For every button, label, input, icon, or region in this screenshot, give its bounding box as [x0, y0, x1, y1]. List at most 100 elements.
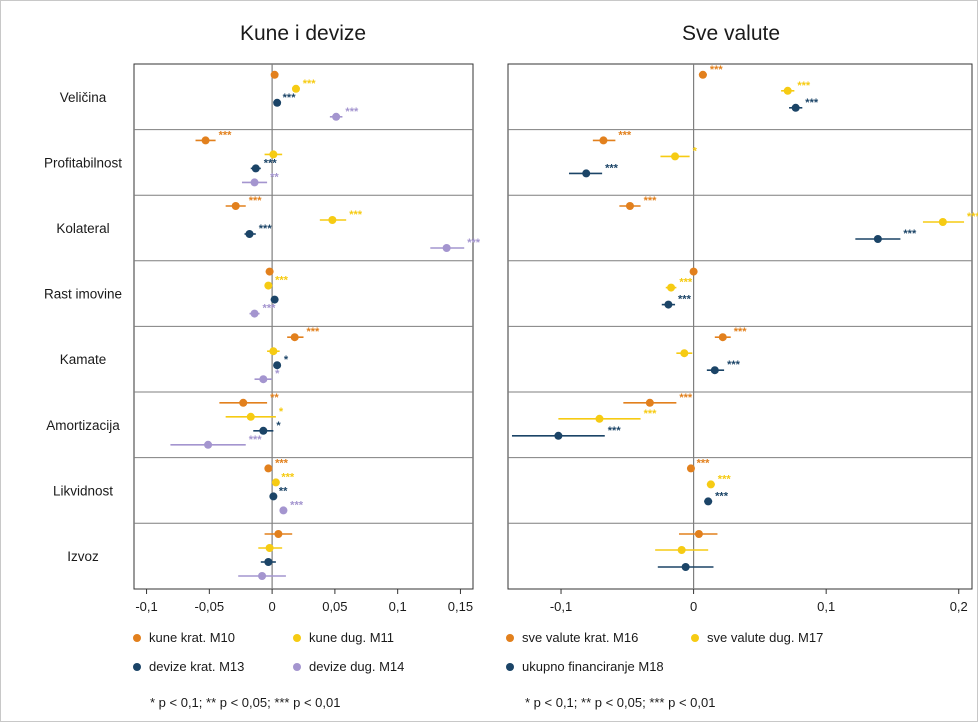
- category-label: Kolateral: [56, 221, 109, 236]
- significance-stars: **: [270, 171, 279, 183]
- legend-label: devize dug. M14: [309, 659, 404, 674]
- x-tick-label: -0,1: [135, 599, 157, 614]
- significance-note: * p < 0,1; ** p < 0,05; *** p < 0,01: [150, 695, 340, 710]
- significance-stars: ***: [618, 129, 632, 141]
- data-point: [264, 281, 273, 290]
- data-point: [595, 414, 604, 423]
- data-point: [706, 480, 715, 489]
- data-point: [718, 333, 727, 342]
- data-point: [664, 300, 673, 309]
- data-point: [245, 230, 254, 238]
- legend-label: sve valute krat. M16: [522, 630, 638, 645]
- x-tick-label: 0: [268, 599, 275, 614]
- legend-label: ukupno financiranje M18: [522, 659, 664, 674]
- significance-stars: ***: [679, 277, 693, 289]
- significance-stars: ***: [734, 326, 748, 338]
- data-point: [204, 440, 213, 449]
- data-point: [246, 412, 255, 421]
- data-point: [873, 235, 882, 243]
- legend-label: sve valute dug. M17: [707, 630, 823, 645]
- data-point: [250, 309, 259, 318]
- significance-stars: ***: [697, 457, 711, 469]
- significance-stars: ***: [249, 195, 263, 207]
- data-point: [265, 267, 274, 276]
- data-point: [290, 333, 299, 342]
- data-point: [698, 70, 707, 79]
- significance-stars: ***: [264, 157, 278, 169]
- legend-marker: [506, 634, 514, 642]
- data-point: [250, 178, 259, 187]
- data-point: [783, 86, 792, 95]
- data-point: [259, 375, 268, 384]
- data-point: [259, 426, 268, 435]
- data-point: [667, 283, 676, 292]
- data-point: [201, 136, 210, 145]
- significance-stars: ***: [727, 359, 741, 371]
- data-point: [938, 218, 947, 226]
- data-point: [686, 464, 695, 473]
- category-label: Izvoz: [67, 549, 99, 564]
- significance-stars: ***: [263, 303, 277, 315]
- data-point: [269, 347, 278, 356]
- data-point: [332, 112, 341, 121]
- significance-stars: ***: [805, 97, 819, 109]
- legend-label: kune krat. M10: [149, 630, 235, 645]
- legend-marker: [293, 663, 301, 671]
- category-label: Rast imovine: [44, 287, 122, 302]
- data-point: [599, 136, 608, 145]
- significance-stars: ***: [275, 275, 289, 287]
- data-point: [273, 98, 282, 107]
- significance-stars: *: [275, 368, 280, 380]
- data-point: [681, 563, 690, 571]
- legend-marker: [133, 663, 141, 671]
- data-point: [677, 546, 686, 554]
- significance-stars: ***: [345, 106, 359, 118]
- significance-stars: *: [276, 420, 281, 432]
- significance-stars: ***: [290, 499, 304, 511]
- x-tick-label: 0,05: [322, 599, 347, 614]
- data-point: [645, 398, 654, 407]
- data-point: [258, 572, 267, 580]
- significance-stars: ***: [678, 294, 692, 306]
- data-point: [291, 84, 300, 93]
- legend-label: kune dug. M11: [309, 630, 394, 645]
- x-tick-label: 0,1: [817, 599, 835, 614]
- data-point: [442, 244, 451, 252]
- data-point: [270, 295, 279, 304]
- significance-stars: ***: [307, 326, 321, 338]
- data-point: [251, 164, 260, 173]
- significance-stars: ***: [718, 473, 732, 485]
- data-point: [694, 530, 703, 538]
- significance-stars: ***: [259, 223, 273, 235]
- legend-marker: [691, 634, 699, 642]
- significance-stars: ***: [608, 425, 622, 437]
- significance-stars: ***: [644, 408, 658, 420]
- data-point: [680, 349, 689, 358]
- category-label: Likvidnost: [53, 483, 113, 498]
- data-point: [271, 478, 280, 487]
- significance-stars: ***: [903, 228, 917, 240]
- category-label: Profitabilnost: [44, 155, 122, 170]
- significance-stars: ***: [605, 162, 619, 174]
- data-point: [710, 366, 719, 375]
- significance-stars: *: [693, 145, 698, 157]
- category-label: Kamate: [60, 352, 107, 367]
- significance-stars: ***: [715, 490, 729, 502]
- data-point: [269, 150, 278, 159]
- significance-stars: ***: [467, 237, 481, 249]
- x-tick-label: 0,15: [448, 599, 473, 614]
- significance-stars: ***: [349, 209, 363, 221]
- significance-stars: ***: [303, 78, 317, 90]
- data-point: [671, 152, 680, 161]
- legend-marker: [133, 634, 141, 642]
- x-tick-label: -0,1: [550, 599, 572, 614]
- data-point: [265, 544, 274, 552]
- data-point: [269, 492, 278, 501]
- x-tick-label: 0,1: [389, 599, 407, 614]
- data-point: [264, 558, 273, 566]
- data-point: [264, 464, 273, 473]
- x-tick-label: -0,05: [195, 599, 225, 614]
- category-label: Veličina: [60, 90, 107, 105]
- significance-stars: ***: [219, 129, 233, 141]
